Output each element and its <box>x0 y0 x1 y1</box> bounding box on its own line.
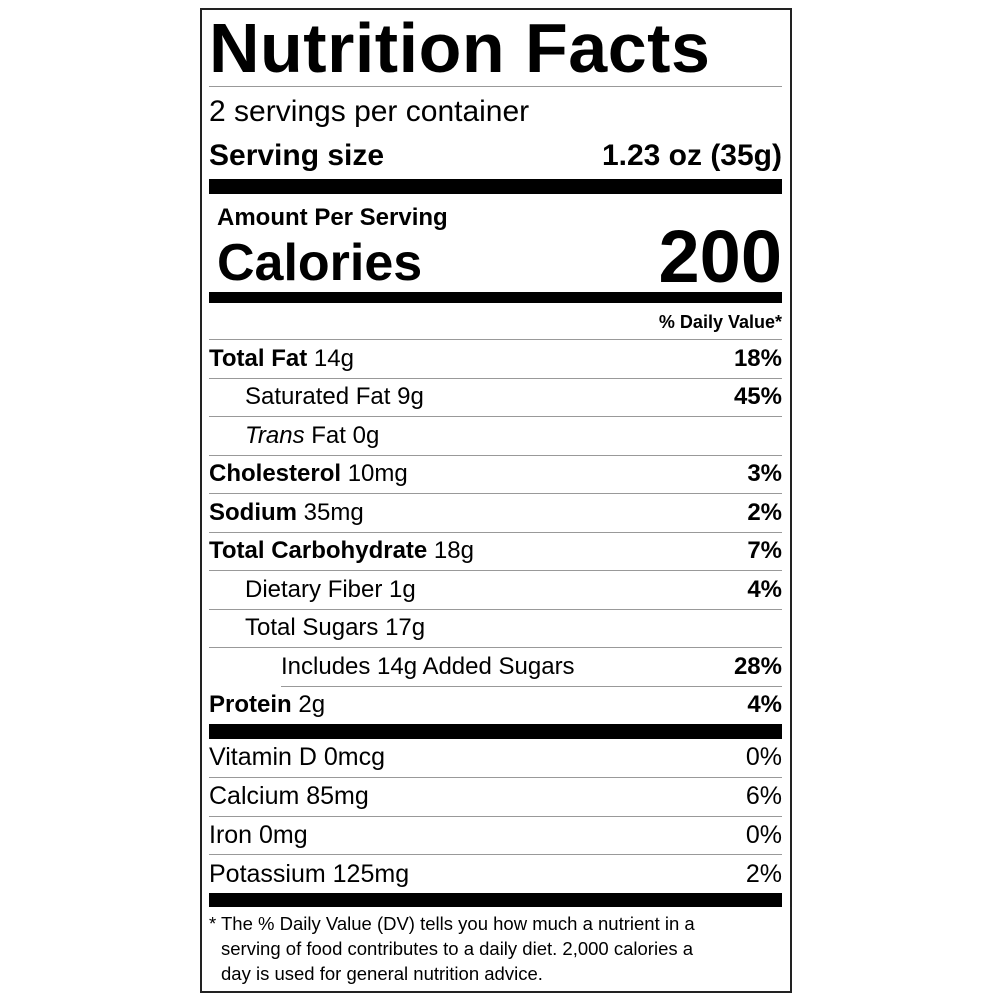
nutrient-row-cholesterol: Cholesterol 10mg 3% <box>209 456 782 494</box>
nutrient-dv: 28% <box>733 652 782 680</box>
calories-row: Calories 200 <box>209 220 782 294</box>
nutrient-row-dietary-fiber: Dietary Fiber 1g 4% <box>209 571 782 610</box>
vitamin-text: Iron 0mg <box>209 820 308 849</box>
vitamin-dv: 6% <box>745 782 782 811</box>
serving-size: Serving size 1.23 oz (35g) <box>209 133 782 179</box>
nutrient-row-total-carbohydrate: Total Carbohydrate 18g 7% <box>209 533 782 571</box>
nutrient-dv: 7% <box>747 537 782 565</box>
vitamin-row: Potassium 125mg 2% <box>209 855 782 893</box>
nutrient-dv: 18% <box>733 344 782 372</box>
daily-value-header: % Daily Value* <box>209 303 782 340</box>
label-title: Nutrition Facts <box>209 10 782 87</box>
nutrient-row-sodium: Sodium 35mg 2% <box>209 494 782 533</box>
vitamin-text: Potassium 125mg <box>209 859 410 888</box>
nutrient-amount: 2g <box>298 691 326 719</box>
vitamin-row: Iron 0mg 0% <box>209 817 782 856</box>
nutrient-dv: 3% <box>747 460 782 488</box>
medium-divider <box>209 292 782 303</box>
nutrient-row-saturated-fat: Saturated Fat 9g 45% <box>209 379 782 417</box>
nutrient-name-italic: Trans <box>245 421 305 449</box>
nutrient-row-protein: Protein 2g 4% <box>209 687 782 725</box>
nutrient-name: Total Fat <box>209 344 308 372</box>
nutrient-row-added-sugars: Includes 14g Added Sugars 28% <box>281 648 782 687</box>
nutrient-dv: 45% <box>733 383 782 411</box>
vitamin-dv: 2% <box>745 859 782 888</box>
nutrient-row-trans-fat: Trans Fat 0g <box>209 417 782 456</box>
calories-label: Calories <box>217 234 423 292</box>
amount-per-serving: Amount Per Serving <box>217 204 448 231</box>
nutrient-amount: 10mg <box>347 460 408 488</box>
nutrient-row-total-fat: Total Fat 14g 18% <box>209 340 782 379</box>
vitamin-text: Vitamin D 0mcg <box>209 743 385 772</box>
vitamin-row: Calcium 85mg 6% <box>209 778 782 817</box>
nutrient-name: Protein <box>209 691 292 719</box>
nutrient-name: Cholesterol <box>209 460 342 488</box>
nutrient-amount: 18g <box>433 537 474 565</box>
nutrition-facts-label: Nutrition Facts 2 servings per container… <box>200 8 792 993</box>
footnote-line: The % Daily Value (DV) tells you how muc… <box>221 913 695 934</box>
nutrient-amount: 17g <box>385 614 426 642</box>
nutrient-amount: 14g <box>313 344 354 372</box>
vitamin-text: Calcium 85mg <box>209 782 369 811</box>
nutrient-amount: 35mg <box>303 498 364 526</box>
nutrient-dv: 4% <box>747 691 782 719</box>
nutrient-name: Total Sugars <box>245 614 379 642</box>
thick-divider <box>209 893 782 907</box>
footnote-line: serving of food contributes to a daily d… <box>221 938 694 959</box>
vitamin-dv: 0% <box>745 820 782 849</box>
nutrient-amount: 1g <box>389 575 416 603</box>
footnote-asterisk: * <box>209 913 217 934</box>
thick-divider <box>209 724 782 739</box>
nutrient-name: Sodium <box>209 498 297 526</box>
servings-per-container: 2 servings per container <box>209 95 530 128</box>
nutrient-dv: 2% <box>747 498 782 526</box>
footnote: * The % Daily Value (DV) tells you how m… <box>209 907 782 986</box>
thick-divider <box>209 179 782 194</box>
serving-size-value: 1.23 oz (35g) <box>601 139 782 172</box>
nutrient-dv: 4% <box>747 575 782 603</box>
footnote-line: day is used for general nutrition advice… <box>221 963 543 984</box>
nutrient-row-total-sugars: Total Sugars 17g <box>209 610 782 648</box>
serving-size-label: Serving size <box>209 139 385 172</box>
nutrient-amount: 0g <box>352 421 380 449</box>
nutrient-name: Fat <box>311 421 346 449</box>
vitamin-row: Vitamin D 0mcg 0% <box>209 739 782 778</box>
nutrient-name: Includes 14g Added Sugars <box>281 652 575 680</box>
nutrient-name: Total Carbohydrate <box>209 537 428 565</box>
nutrient-amount: 9g <box>397 383 424 411</box>
vitamin-dv: 0% <box>745 743 782 772</box>
nutrient-name: Saturated Fat <box>245 383 391 411</box>
nutrient-name: Dietary Fiber <box>245 575 383 603</box>
calories-value: 200 <box>658 215 782 298</box>
